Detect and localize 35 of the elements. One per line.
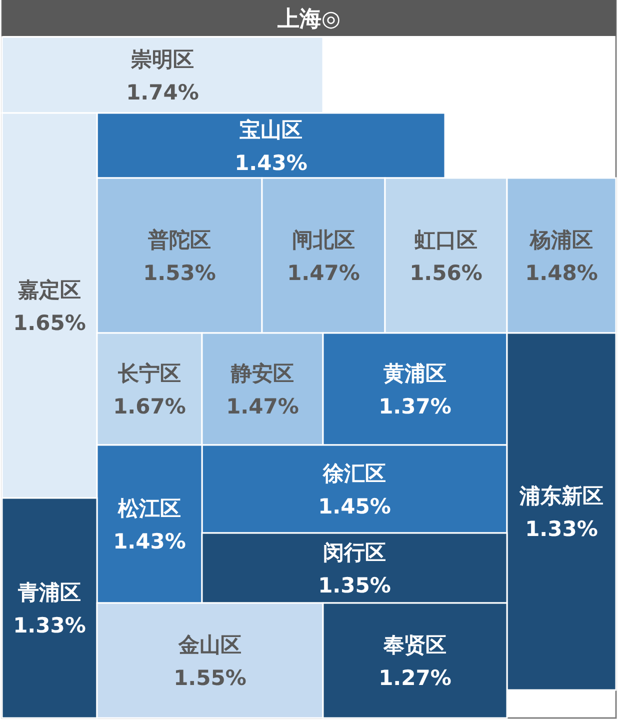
category-label: 青浦区 bbox=[17, 580, 81, 604]
data-label: 1.74% bbox=[126, 80, 199, 104]
data-label: 1.35% bbox=[318, 574, 391, 598]
category-label: 长宁区 bbox=[117, 362, 181, 386]
data-label: 1.43% bbox=[113, 530, 186, 554]
category-label: 闸北区 bbox=[292, 228, 355, 252]
category-label: 金山区 bbox=[178, 633, 242, 657]
category-label: 奉贤区 bbox=[382, 633, 446, 657]
data-label: 1.45% bbox=[318, 494, 391, 518]
data-label: 1.47% bbox=[287, 261, 360, 285]
data-label: 1.48% bbox=[525, 261, 598, 285]
category-label: 虹口区 bbox=[414, 228, 478, 252]
category-label: 松江区 bbox=[117, 496, 181, 520]
data-label: 1.27% bbox=[378, 666, 452, 690]
data-label: 1.47% bbox=[226, 394, 299, 418]
category-label: 普陀区 bbox=[147, 228, 211, 252]
text: 上海◎ bbox=[276, 7, 341, 32]
category-label: 闵行区 bbox=[323, 540, 386, 564]
category-label: 徐汇区 bbox=[322, 462, 386, 486]
data-label: 1.43% bbox=[234, 151, 308, 175]
data-label: 1.37% bbox=[378, 394, 452, 418]
data-label: 1.33% bbox=[525, 517, 598, 541]
data-label: 1.56% bbox=[410, 261, 482, 285]
category-label: 静安区 bbox=[230, 362, 294, 386]
category-label: 宝山区 bbox=[240, 118, 302, 142]
data-label: 1.55% bbox=[174, 666, 246, 690]
category-label: 崇明区 bbox=[130, 48, 194, 72]
category-label: 浦东新区 bbox=[518, 484, 604, 508]
data-label: 1.65% bbox=[13, 311, 86, 335]
data-label: 1.33% bbox=[13, 614, 86, 638]
data-label: 1.67% bbox=[113, 394, 186, 418]
category-label: 杨浦区 bbox=[529, 228, 593, 252]
category-label: 黄浦区 bbox=[382, 362, 446, 386]
category-label: 嘉定区 bbox=[18, 278, 81, 302]
data-label: 1.53% bbox=[143, 261, 216, 285]
